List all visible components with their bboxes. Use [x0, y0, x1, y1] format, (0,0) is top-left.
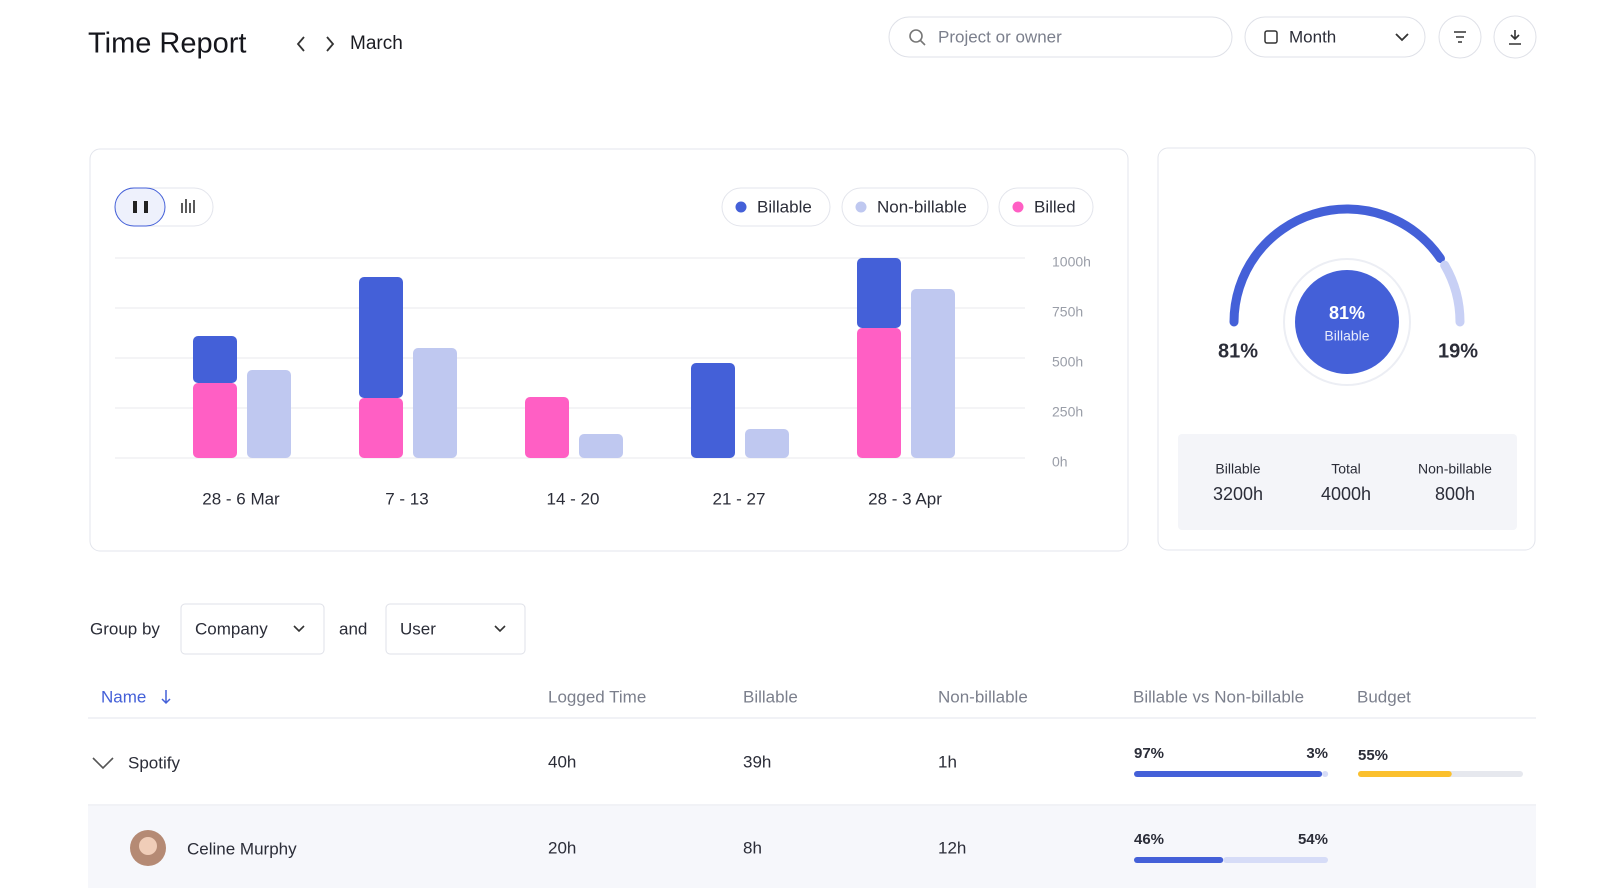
y-tick-label: 250h	[1052, 404, 1083, 420]
legend-pill	[998, 187, 1094, 227]
group-select[interactable]	[385, 603, 526, 655]
x-tick-label: 7 - 13	[385, 489, 428, 508]
gauge-value-label: 81%	[1218, 340, 1258, 362]
dropdown-caret	[1395, 33, 1409, 42]
cell: 39h	[743, 752, 771, 771]
gauge-center	[1295, 270, 1399, 374]
cell: 20h	[548, 838, 576, 857]
bar	[525, 397, 569, 458]
split-label: 46%	[1134, 831, 1164, 848]
x-tick-label: 14 - 20	[547, 489, 600, 508]
gauge-arc	[1229, 204, 1445, 327]
column-header[interactable]: Logged Time	[548, 687, 646, 706]
legend-label: Billable	[757, 197, 812, 216]
avatar	[139, 837, 157, 855]
x-tick-label: 28 - 3 Apr	[868, 489, 942, 508]
gauge-arc	[1440, 260, 1465, 327]
y-tick-label: 1000h	[1052, 254, 1091, 270]
bar	[413, 348, 457, 458]
column-header[interactable]: Billable vs Non-billable	[1133, 687, 1304, 706]
period-label: March	[350, 33, 403, 54]
range-value: Month	[1289, 27, 1336, 46]
summary-label: Non-billable	[1418, 461, 1492, 477]
group-joiner: and	[339, 619, 367, 638]
summary-label: Billable	[1215, 461, 1260, 477]
split-label: 54%	[1298, 831, 1328, 848]
column-header[interactable]: Name	[101, 687, 146, 706]
expand-toggle[interactable]	[92, 757, 114, 770]
legend-swatch	[855, 201, 867, 213]
group-select-value: User	[400, 619, 436, 638]
legend-label: Billed	[1034, 197, 1076, 216]
bar	[857, 258, 901, 328]
legend-label: Non-billable	[877, 197, 967, 216]
cell: 1h	[938, 752, 957, 771]
y-tick-label: 500h	[1052, 354, 1083, 370]
summary-label: Total	[1331, 461, 1361, 477]
gauge-value-label: 19%	[1438, 340, 1478, 362]
stacked-view-button[interactable]	[181, 199, 195, 213]
download-icon	[1509, 30, 1521, 45]
budget-label: 55%	[1358, 747, 1388, 764]
bar	[579, 434, 623, 458]
column-header[interactable]: Non-billable	[938, 687, 1028, 706]
group-select[interactable]	[180, 603, 325, 655]
gauge-center-value: 81%	[1329, 303, 1365, 323]
filter-icon	[1454, 31, 1466, 43]
bar	[359, 398, 403, 458]
cell: 12h	[938, 838, 966, 857]
grouped-icon	[133, 201, 148, 213]
legend-swatch	[735, 201, 747, 213]
summary-value: 800h	[1435, 484, 1475, 504]
grouped-view-button[interactable]	[114, 187, 166, 227]
prev-button[interactable]	[296, 36, 305, 52]
group-by-label: Group by	[90, 619, 160, 638]
row-name: Spotify	[128, 753, 180, 772]
sub-row	[88, 806, 1536, 888]
page-title: Time Report	[88, 28, 246, 60]
gauge-center-label: Billable	[1324, 328, 1369, 344]
y-tick-label: 0h	[1052, 454, 1068, 470]
bar	[247, 370, 291, 458]
x-tick-label: 21 - 27	[713, 489, 766, 508]
search-icon	[919, 39, 926, 46]
bar	[193, 336, 237, 383]
bar	[857, 328, 901, 458]
cell: 8h	[743, 838, 762, 857]
search-input[interactable]	[888, 16, 1233, 58]
summary-value: 3200h	[1213, 484, 1263, 504]
split-label: 3%	[1306, 745, 1328, 762]
summary-box	[1178, 434, 1517, 530]
table-bars: 97% 3% 55% 46% 54%	[1134, 745, 1523, 863]
gauge-chart: 81% Billable 81% 19%	[1218, 204, 1478, 386]
calendar-icon	[1264, 30, 1278, 44]
legend-pill	[721, 187, 831, 227]
dropdown-caret	[494, 625, 506, 633]
legend-pill	[841, 187, 989, 227]
x-tick-label: 28 - 6 Mar	[202, 489, 280, 508]
bar	[193, 383, 237, 458]
search-icon	[909, 29, 923, 43]
next-button[interactable]	[326, 36, 335, 52]
split-label: 97%	[1134, 745, 1164, 762]
bar	[745, 429, 789, 458]
column-header[interactable]: Billable	[743, 687, 798, 706]
search-placeholder: Project or owner	[938, 27, 1062, 46]
bar-chart: 0h 250h 500h 750h 1000h Billable Non-billable B…	[115, 197, 1091, 508]
sort-icon	[161, 690, 171, 705]
legend-swatch	[1012, 201, 1024, 213]
bar	[911, 289, 955, 458]
summary-value: 4000h	[1321, 484, 1371, 504]
cell: 40h	[548, 752, 576, 771]
bar	[359, 277, 403, 398]
group-select-value: Company	[195, 619, 268, 638]
column-header[interactable]: Budget	[1357, 687, 1411, 706]
y-tick-label: 750h	[1052, 304, 1083, 320]
range-select[interactable]	[1244, 16, 1426, 58]
bar	[691, 363, 735, 458]
row-name: Celine Murphy	[187, 839, 297, 858]
dropdown-caret	[293, 625, 305, 633]
